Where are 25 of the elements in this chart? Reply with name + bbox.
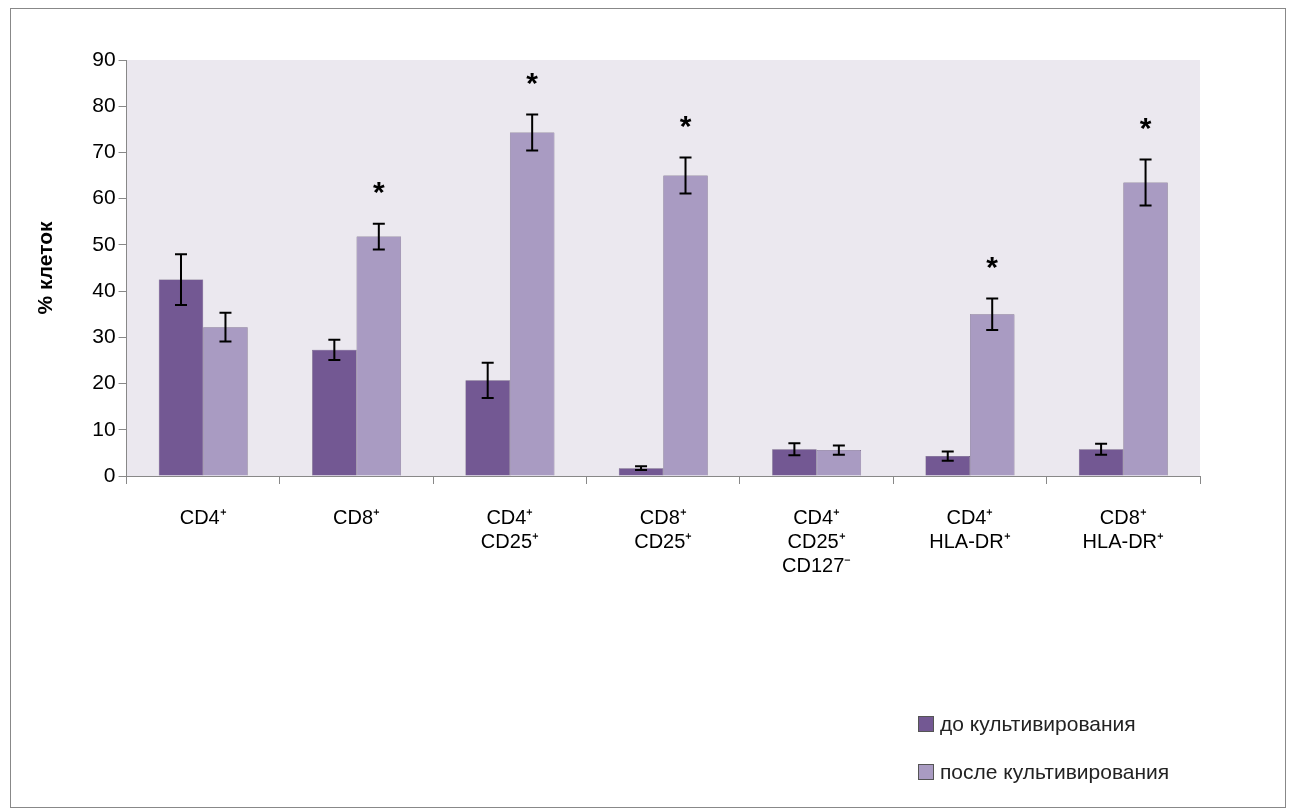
annotation: * — [372, 174, 385, 208]
legend-label: до культивирования — [940, 712, 1136, 736]
y-tick-label: 40 — [92, 277, 116, 301]
y-tick-label: 90 — [92, 46, 116, 70]
x-tick-label: CD8⁺ CD25⁺ — [634, 505, 693, 552]
x-tick-label: CD4⁺ CD25⁺ CD127⁻ — [782, 505, 852, 576]
annotation: * — [986, 249, 999, 283]
y-tick-label: 20 — [92, 370, 116, 394]
legend-label: после культивирования — [940, 760, 1170, 784]
x-tick-label: CD8⁺ — [333, 505, 381, 528]
y-tick-label: 80 — [92, 93, 116, 117]
x-tick-label: CD8⁺ HLA-DR⁺ — [1082, 505, 1165, 552]
y-tick-label: 70 — [92, 139, 116, 163]
x-tick-label: CD4⁺ CD25⁺ — [480, 505, 539, 552]
annotation: * — [1139, 110, 1152, 144]
x-tick-label: CD4⁺ HLA-DR⁺ — [929, 505, 1011, 552]
y-tick-label: 30 — [92, 324, 116, 348]
annotation: * — [679, 108, 692, 142]
y-tick-label: 60 — [92, 185, 116, 209]
annotation: * — [526, 65, 539, 99]
y-tick-label: 10 — [92, 416, 116, 440]
y-tick-label: 50 — [92, 231, 116, 255]
y-axis-title: % клеток — [33, 220, 57, 315]
y-tick-label: 0 — [103, 462, 116, 486]
x-tick-label: CD4⁺ — [179, 505, 227, 528]
